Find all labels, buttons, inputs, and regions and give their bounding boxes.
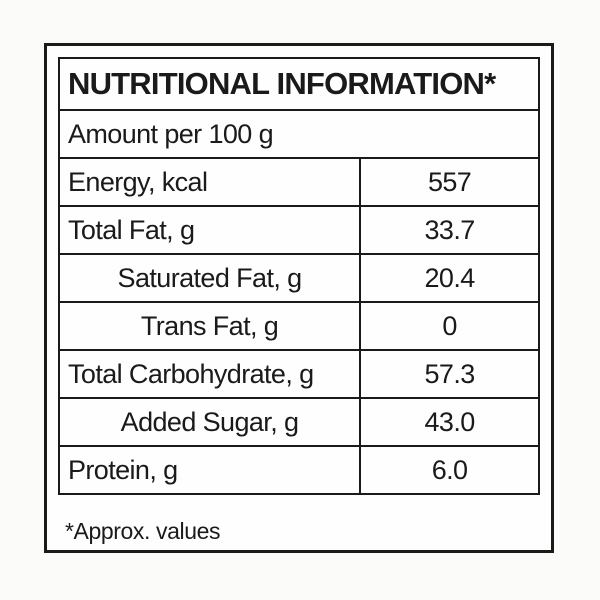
nutrient-value: 33.7 — [424, 214, 475, 245]
table-row-trans-fat: Trans Fat, g 0 — [60, 301, 538, 349]
nutrient-value: 43.0 — [424, 406, 475, 437]
nutrient-name: Saturated Fat, g — [60, 255, 362, 301]
nutrient-value: 557 — [427, 166, 472, 197]
nutrient-name: Trans Fat, g — [60, 303, 362, 349]
table-row-saturated-fat: Saturated Fat, g 20.4 — [60, 253, 538, 301]
nutrient-value: 57.3 — [424, 358, 475, 389]
nutrition-label-frame: NUTRITIONAL INFORMATION* Amount per 100 … — [44, 43, 554, 553]
nutrient-name: Added Sugar, g — [60, 399, 362, 445]
table-header-row: NUTRITIONAL INFORMATION* — [60, 59, 538, 109]
table-row-energy: Energy, kcal 557 — [60, 157, 538, 205]
table-row-total-carbohydrate: Total Carbohydrate, g 57.3 — [60, 349, 538, 397]
nutrient-value: 20.4 — [424, 262, 475, 293]
serving-size-row: Amount per 100 g — [60, 109, 538, 157]
table-row-protein: Protein, g 6.0 — [60, 445, 538, 493]
nutrient-name: Total Carbohydrate, g — [60, 351, 362, 397]
nutrition-table: NUTRITIONAL INFORMATION* Amount per 100 … — [58, 57, 540, 495]
table-row-total-fat: Total Fat, g 33.7 — [60, 205, 538, 253]
nutrient-value: 0 — [442, 310, 457, 341]
table-row-added-sugar: Added Sugar, g 43.0 — [60, 397, 538, 445]
nutrient-name: Energy, kcal — [60, 159, 362, 205]
nutrition-title: NUTRITIONAL INFORMATION* — [68, 66, 496, 101]
serving-size-label: Amount per 100 g — [68, 118, 274, 149]
nutrient-name: Protein, g — [60, 447, 362, 493]
approx-values-footnote: *Approx. values — [65, 518, 221, 544]
nutrient-name: Total Fat, g — [60, 207, 362, 253]
nutrient-value: 6.0 — [431, 454, 468, 485]
